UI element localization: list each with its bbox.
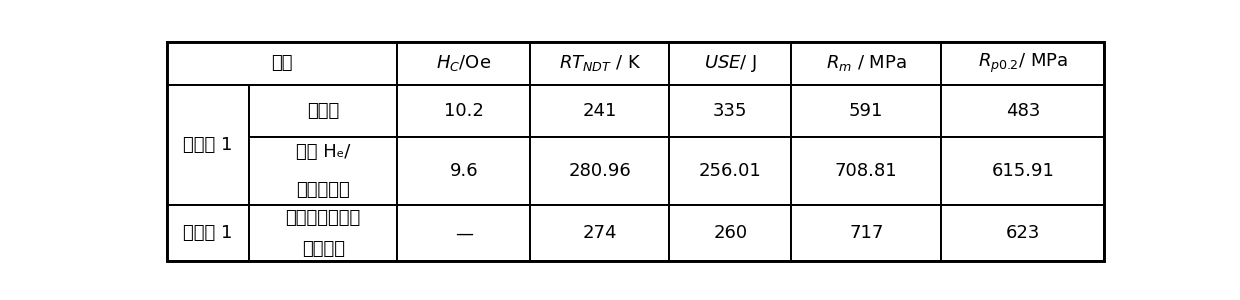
Text: 9.6: 9.6 <box>450 162 479 180</box>
Bar <box>941 205 1105 261</box>
Text: 对比例 1: 对比例 1 <box>184 224 232 242</box>
Text: 335: 335 <box>713 102 748 120</box>
Bar <box>670 85 791 137</box>
Bar <box>791 85 941 137</box>
Text: $\mathit{RT}_{\mathit{NDT}}$ / K: $\mathit{RT}_{\mathit{NDT}}$ / K <box>559 53 641 73</box>
Bar <box>166 42 397 85</box>
Text: 参数计算值: 参数计算值 <box>296 181 350 199</box>
Text: 591: 591 <box>849 102 883 120</box>
Bar <box>670 42 791 85</box>
Text: 实施例 1: 实施例 1 <box>184 136 232 154</box>
Text: 623: 623 <box>1006 224 1040 242</box>
Text: 280.96: 280.96 <box>568 162 631 180</box>
Bar <box>670 137 791 205</box>
Text: 708.81: 708.81 <box>835 162 898 180</box>
Bar <box>531 137 670 205</box>
Text: 实测值（辐照监: 实测值（辐照监 <box>285 208 361 226</box>
Text: 274: 274 <box>583 224 618 242</box>
Bar <box>397 205 531 261</box>
Bar <box>791 205 941 261</box>
Text: 10.2: 10.2 <box>444 102 484 120</box>
Text: 260: 260 <box>713 224 748 242</box>
Bar <box>166 205 249 261</box>
Bar <box>791 42 941 85</box>
Text: 615.91: 615.91 <box>992 162 1054 180</box>
Bar <box>791 137 941 205</box>
Bar <box>249 137 397 205</box>
Text: 256.01: 256.01 <box>699 162 761 180</box>
Text: 督试样）: 督试样） <box>301 240 345 258</box>
Text: 241: 241 <box>583 102 618 120</box>
Bar <box>249 205 397 261</box>
Text: 实时 Hₑ/: 实时 Hₑ/ <box>296 143 351 161</box>
Bar <box>941 85 1105 137</box>
Bar <box>941 137 1105 205</box>
Bar <box>397 42 531 85</box>
Bar <box>531 42 670 85</box>
Bar <box>397 85 531 137</box>
Text: $\mathit{USE}$/ J: $\mathit{USE}$/ J <box>703 53 756 74</box>
Text: $\mathit{R_m}$ / MPa: $\mathit{R_m}$ / MPa <box>826 53 906 73</box>
Bar <box>531 85 670 137</box>
Bar <box>397 137 531 205</box>
Bar <box>249 85 397 137</box>
Bar <box>531 205 670 261</box>
Text: 初始值: 初始值 <box>308 102 340 120</box>
Text: $\mathit{H_C}$/Oe: $\mathit{H_C}$/Oe <box>436 53 491 73</box>
Text: —: — <box>455 224 472 242</box>
Bar <box>166 85 249 205</box>
Bar <box>670 205 791 261</box>
Text: 483: 483 <box>1006 102 1040 120</box>
Text: $\mathit{R_{p0.2}}$/ MPa: $\mathit{R_{p0.2}}$/ MPa <box>978 52 1068 75</box>
Bar <box>941 42 1105 85</box>
Text: 项目: 项目 <box>272 54 293 72</box>
Text: 717: 717 <box>849 224 883 242</box>
